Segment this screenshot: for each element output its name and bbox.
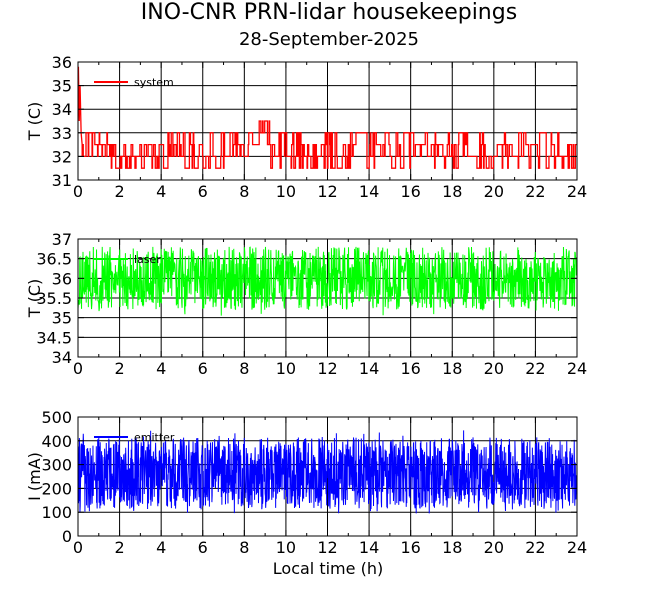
x-tick-label: 6 xyxy=(198,538,208,557)
x-tick-label: 10 xyxy=(276,538,296,557)
y-tick-label: 31 xyxy=(52,171,72,190)
x-tick-label: 24 xyxy=(567,182,587,201)
y-tick-label: 35 xyxy=(52,309,72,328)
legend-laser: laser xyxy=(94,253,161,266)
x-tick-label: 2 xyxy=(114,182,124,201)
x-tick-label: 4 xyxy=(156,538,166,557)
x-tick-label: 22 xyxy=(525,359,545,378)
x-tick-label: 24 xyxy=(567,538,587,557)
legend-label: emitter xyxy=(134,431,175,444)
x-tick-label: 18 xyxy=(442,182,462,201)
y-tick-label: 100 xyxy=(41,503,72,522)
x-tick-label: 6 xyxy=(198,182,208,201)
y-tick-label: 300 xyxy=(41,456,72,475)
figure-title: INO-CNR PRN-lidar housekeepings xyxy=(141,0,517,25)
x-tick-label: 0 xyxy=(73,359,83,378)
x-tick-label: 20 xyxy=(484,359,504,378)
series-emitter xyxy=(77,430,578,514)
y-tick-label: 35 xyxy=(52,77,72,96)
legend-label: laser xyxy=(134,253,161,266)
x-axis-label: Local time (h) xyxy=(273,559,383,578)
x-tick-label: 8 xyxy=(239,538,249,557)
y-tick-label: 32 xyxy=(52,147,72,166)
x-tick-label: 14 xyxy=(359,538,379,557)
x-tick-label: 24 xyxy=(567,359,587,378)
series-system xyxy=(77,66,577,169)
system-temperature-line xyxy=(77,66,577,169)
y-tick-label: 37 xyxy=(52,230,72,249)
y-tick-label: 500 xyxy=(41,408,72,427)
x-tick-label: 6 xyxy=(198,359,208,378)
y-tick-label: 36 xyxy=(52,53,72,72)
y-axis-label: T (C) xyxy=(25,102,44,142)
x-tick-label: 0 xyxy=(73,182,83,201)
legend-emitter: emitter xyxy=(94,431,175,444)
x-tick-label: 8 xyxy=(239,182,249,201)
x-tick-label: 14 xyxy=(359,182,379,201)
x-tick-label: 2 xyxy=(114,359,124,378)
y-tick-label: 200 xyxy=(41,479,72,498)
y-tick-label: 34 xyxy=(52,348,72,367)
figure-subtitle: 28-September-2025 xyxy=(239,29,419,50)
x-tick-label: 0 xyxy=(73,538,83,557)
x-tick-label: 10 xyxy=(276,182,296,201)
legend-label: system xyxy=(134,76,174,89)
y-tick-label: 0 xyxy=(62,527,72,546)
x-tick-label: 12 xyxy=(317,538,337,557)
x-tick-label: 16 xyxy=(400,538,420,557)
x-tick-label: 14 xyxy=(359,359,379,378)
x-tick-label: 4 xyxy=(156,359,166,378)
x-tick-label: 12 xyxy=(317,359,337,378)
x-tick-label: 12 xyxy=(317,182,337,201)
y-tick-label: 400 xyxy=(41,432,72,451)
legend-system: system xyxy=(94,76,174,89)
y-tick-label: 34 xyxy=(52,100,72,119)
x-tick-label: 20 xyxy=(484,538,504,557)
y-tick-label: 35.5 xyxy=(36,289,72,308)
x-tick-label: 8 xyxy=(239,359,249,378)
y-axis-label: T (C) xyxy=(25,279,44,319)
x-tick-label: 20 xyxy=(484,182,504,201)
y-axis-label: I (mA) xyxy=(25,452,44,501)
series-laser xyxy=(77,246,578,316)
x-tick-label: 22 xyxy=(525,182,545,201)
x-tick-label: 22 xyxy=(525,538,545,557)
laser-line xyxy=(77,246,578,316)
x-tick-label: 2 xyxy=(114,538,124,557)
x-tick-label: 10 xyxy=(276,359,296,378)
y-tick-label: 34.5 xyxy=(36,328,72,347)
x-tick-label: 18 xyxy=(442,538,462,557)
y-tick-label: 36.5 xyxy=(36,250,72,269)
x-tick-label: 18 xyxy=(442,359,462,378)
y-tick-label: 33 xyxy=(52,124,72,143)
x-tick-label: 16 xyxy=(400,359,420,378)
y-tick-label: 36 xyxy=(52,269,72,288)
emitter-line xyxy=(77,430,578,514)
x-tick-label: 4 xyxy=(156,182,166,201)
x-tick-label: 16 xyxy=(400,182,420,201)
